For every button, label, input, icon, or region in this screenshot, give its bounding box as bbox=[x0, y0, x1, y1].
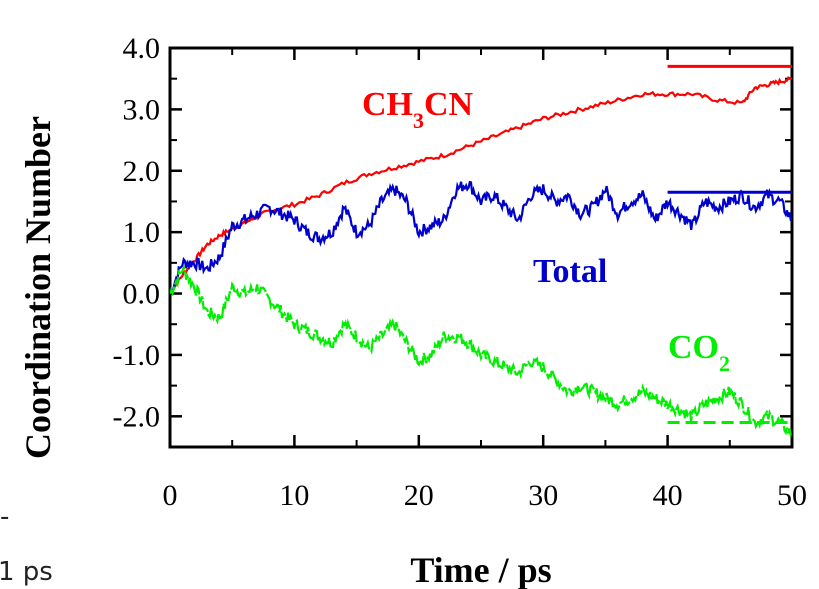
y-tick-label: 4.0 bbox=[123, 32, 161, 65]
x-tick-label: 10 bbox=[279, 479, 309, 512]
y-tick-label: 2.0 bbox=[123, 155, 161, 188]
plot-frame bbox=[168, 46, 794, 449]
y-tick-label: 0.0 bbox=[123, 278, 161, 311]
series-label-co2: CO2 bbox=[668, 329, 730, 376]
series-line-co2 bbox=[170, 263, 792, 438]
series-label-total: Total bbox=[533, 253, 607, 290]
y-tick-label: -1.0 bbox=[113, 339, 161, 372]
y-axis-title: Coordination Number bbox=[18, 116, 58, 459]
y-tick-label: 3.0 bbox=[123, 93, 161, 126]
series-line-total bbox=[170, 180, 792, 296]
y-tick-label: 1.0 bbox=[123, 216, 161, 249]
series-line-ch3cn bbox=[170, 76, 792, 295]
y-tick-label: -2.0 bbox=[113, 400, 161, 433]
plot-area: 0 10 20 30 40 50 4.0 3.0 2.0 1.0 0.0 -1.0 -2.0 Time /… bbox=[18, 32, 807, 589]
x-tick-label: 20 bbox=[404, 479, 434, 512]
x-tick-label: 30 bbox=[528, 479, 558, 512]
stray-top-mark: - bbox=[0, 502, 9, 532]
stray-bottom-text: 1 ps bbox=[0, 557, 53, 587]
x-axis-title: Time / ps bbox=[410, 550, 551, 589]
series-label-ch3cn: CH3CN bbox=[362, 86, 474, 133]
x-tick-label: 50 bbox=[777, 479, 807, 512]
x-tick-label: 40 bbox=[653, 479, 683, 512]
x-tick-label: 0 bbox=[163, 479, 178, 512]
